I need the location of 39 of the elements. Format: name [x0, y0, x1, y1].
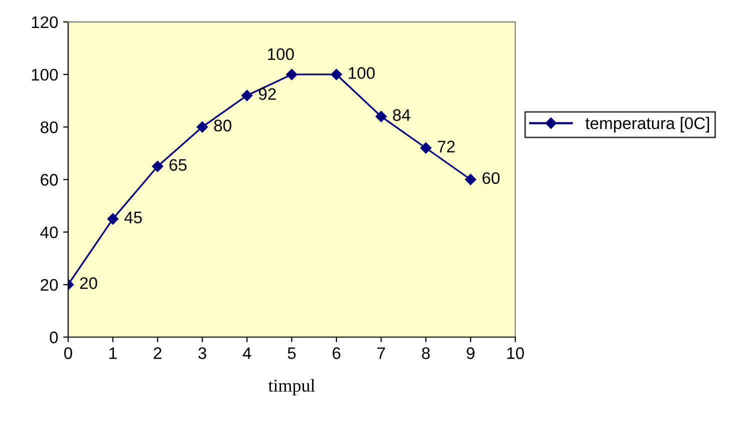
x-tick-label: 3 — [198, 347, 206, 360]
x-tick-label: 0 — [64, 347, 72, 360]
y-tick-label: 120 — [32, 16, 58, 28]
point — [286, 68, 298, 80]
data-label: 60 — [482, 172, 500, 184]
x-axis-title: timpul — [268, 379, 315, 396]
point — [107, 213, 118, 225]
data-label: 45 — [124, 212, 142, 224]
legend-label: temperatura [0C] — [585, 116, 710, 132]
point — [420, 142, 432, 154]
data-label: 100 — [348, 67, 375, 79]
x-tick-label: 6 — [332, 347, 340, 360]
point — [330, 68, 342, 80]
x-tick-label: 2 — [154, 347, 162, 359]
x-tick-label: 10 — [507, 347, 524, 360]
data-label: 92 — [258, 88, 276, 100]
point — [376, 110, 387, 122]
data-label: 72 — [438, 140, 455, 152]
data-label: 100 — [268, 48, 294, 60]
data-label: 20 — [80, 277, 98, 290]
x-tick-label: 4 — [242, 347, 252, 359]
point — [241, 90, 253, 102]
y-tick-label: 20 — [40, 278, 58, 291]
data-label: 80 — [214, 120, 232, 132]
x-tick-label: 8 — [422, 347, 430, 360]
x-tick-label: 7 — [377, 347, 385, 359]
point — [196, 121, 208, 133]
point — [464, 174, 476, 186]
data-label: 65 — [170, 159, 187, 171]
y-tick-label: 80 — [40, 121, 58, 134]
y-tick-label: 100 — [32, 68, 58, 81]
y-tick-label: 60 — [40, 174, 58, 186]
x-tick-label: 5 — [288, 347, 296, 360]
x-tick-label: 1 — [110, 347, 117, 359]
point — [152, 160, 164, 172]
y-tick-label: 0 — [50, 332, 58, 344]
data-label: 84 — [393, 109, 410, 121]
x-tick-label: 9 — [466, 347, 474, 360]
y-tick-label: 40 — [40, 226, 58, 238]
